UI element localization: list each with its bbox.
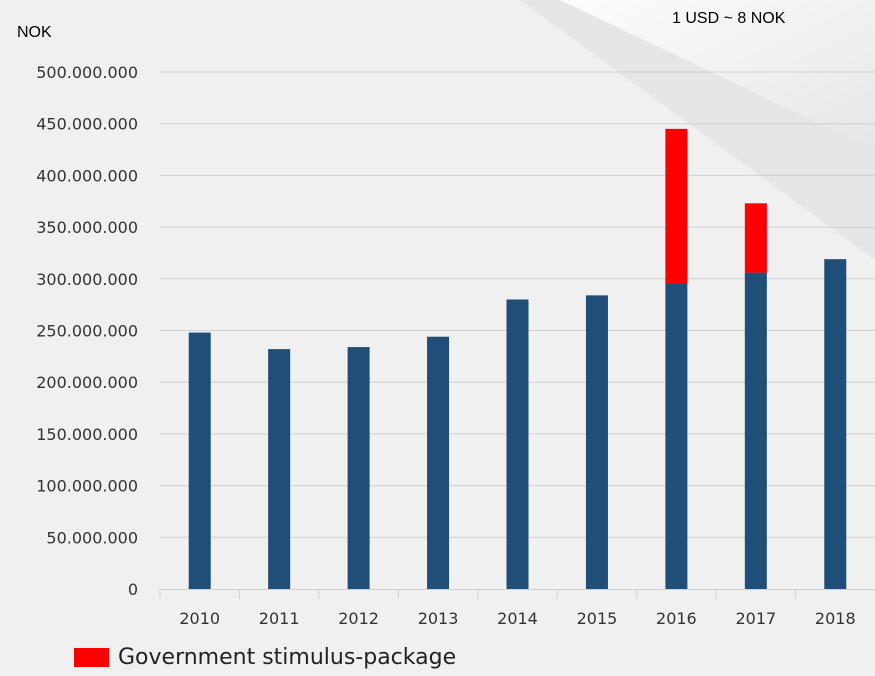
y-axis-unit-label: NOK: [17, 24, 52, 41]
legend: Government stimulus-package: [74, 645, 456, 670]
bar-base-2010: [188, 332, 211, 589]
bars: [188, 128, 847, 589]
legend-swatch-stimulus: [74, 648, 109, 667]
legend-label-stimulus: Government stimulus-package: [118, 645, 457, 670]
x-tick-label: 2016: [656, 609, 697, 628]
bar-stimulus-2017: [744, 203, 767, 273]
y-tick-label: 100.000.000: [36, 477, 138, 496]
y-tick-label: 200.000.000: [36, 373, 138, 392]
bar-stimulus-2016: [665, 128, 688, 284]
y-tick-label: 350.000.000: [36, 218, 138, 237]
x-tick-label: 2012: [338, 609, 379, 628]
bar-base-2011: [268, 349, 291, 589]
x-tick-label: 2017: [735, 609, 776, 628]
y-tick-label: 400.000.000: [36, 166, 138, 185]
bar-base-2012: [347, 347, 370, 589]
x-tick-label: 2018: [815, 609, 856, 628]
bar-base-2014: [506, 299, 529, 589]
y-tick-label: 300.000.000: [36, 270, 138, 289]
y-tick-label: 250.000.000: [36, 322, 138, 341]
bar-base-2018: [824, 259, 847, 589]
x-tick-label: 2011: [259, 609, 300, 628]
y-tick-label: 450.000.000: [36, 115, 138, 134]
bar-base-2013: [427, 336, 450, 589]
x-tick-label: 2010: [179, 609, 220, 628]
x-tick-label: 2015: [577, 609, 618, 628]
bar-base-2015: [585, 295, 608, 589]
y-tick-label: 500.000.000: [36, 63, 138, 82]
x-tick-label: 2014: [497, 609, 538, 628]
y-tick-label: 150.000.000: [36, 425, 138, 444]
bar-base-2017: [744, 272, 767, 589]
y-tick-label: 0: [128, 580, 138, 599]
bar-base-2016: [665, 283, 688, 589]
currency-note: 1 USD ~ 8 NOK: [672, 10, 786, 27]
y-axis-ticks: 0 50.000.000 100.000.000 150.000.000 200.000…: [36, 63, 138, 599]
y-tick-label: 50.000.000: [46, 528, 138, 547]
x-tick-label: 2013: [418, 609, 459, 628]
x-axis-ticks: 2010 2011 2012 2013 2014 2015 2016 2017 2018: [179, 609, 855, 628]
